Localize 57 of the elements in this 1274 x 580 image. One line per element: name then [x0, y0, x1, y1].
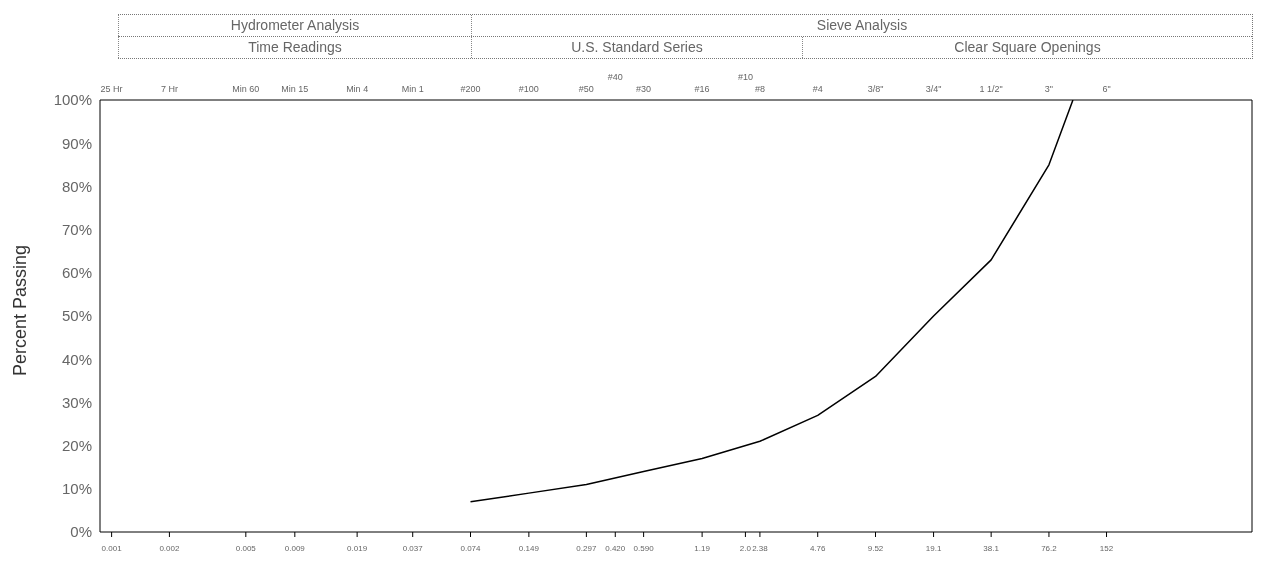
x-tick-label: 0.009	[284, 544, 306, 553]
y-tick-label: 30%	[61, 393, 92, 411]
text: Sieve Analysis	[471, 15, 1252, 36]
text: #8	[754, 84, 765, 94]
y-tick-label: 90%	[61, 134, 92, 152]
text: #16	[694, 84, 710, 94]
text: 3/4"	[925, 84, 942, 94]
x-tick-label: 2.38	[752, 544, 769, 553]
text: #200	[460, 84, 481, 94]
text: Min 60	[232, 84, 260, 94]
text: Time Readings	[118, 37, 471, 58]
y-tick-label: 0%	[70, 523, 92, 541]
x-tick-label: 0.149	[518, 544, 540, 553]
x-tick-label: 0.590	[633, 544, 655, 553]
x-tick-label: 19.1	[925, 544, 942, 553]
text: Min 1	[401, 84, 424, 94]
y-tick-label: 40%	[61, 350, 92, 368]
x-tick-label: 38.1	[983, 544, 1000, 553]
text: Min 15	[281, 84, 309, 94]
y-tick-label: 50%	[61, 307, 92, 325]
x-tick-label: 4.76	[809, 544, 827, 553]
y-axis-title: Percent Passing	[10, 244, 31, 376]
y-tick-label: 100%	[53, 91, 92, 109]
x-tick-label: 0.420	[605, 544, 626, 553]
y-tick-label: 70%	[61, 220, 92, 238]
text: 3"	[1044, 84, 1054, 94]
y-tick-label: 20%	[61, 436, 92, 454]
text: #100	[518, 84, 539, 94]
x-tick-label: 0.074	[460, 544, 482, 553]
x-tick-label: 76.2	[1041, 544, 1058, 553]
text: Clear Square Openings	[802, 37, 1252, 58]
y-tick-label: 80%	[61, 177, 92, 195]
text: #30	[636, 84, 652, 94]
text: U.S. Standard Series	[471, 37, 802, 58]
text: #4	[812, 84, 823, 94]
text: Min 4	[346, 84, 369, 94]
x-tick-label: 152	[1099, 544, 1114, 553]
text: 25 Hr	[100, 84, 123, 94]
x-tick-label: 1.19	[694, 544, 711, 553]
text: #10	[737, 72, 753, 82]
x-tick-label: 2.0	[739, 544, 752, 553]
text: #50	[578, 84, 594, 94]
x-tick-label: 0.005	[235, 544, 257, 553]
text: 7 Hr	[160, 84, 178, 94]
text: #40	[607, 72, 623, 82]
text: Hydrometer Analysis	[118, 15, 471, 36]
x-tick-label: 0.001	[101, 544, 123, 553]
x-tick-label: 9.52	[867, 544, 884, 553]
text: 3/8"	[867, 84, 884, 94]
x-tick-label: 0.297	[576, 544, 597, 553]
text: 1 1/2"	[979, 84, 1003, 94]
y-tick-label: 60%	[61, 264, 92, 282]
text: 6"	[1102, 84, 1111, 94]
y-tick-label: 10%	[61, 480, 92, 498]
x-tick-label: 0.019	[347, 544, 368, 553]
x-tick-label: 0.037	[402, 544, 424, 553]
x-tick-label: 0.002	[159, 544, 180, 553]
